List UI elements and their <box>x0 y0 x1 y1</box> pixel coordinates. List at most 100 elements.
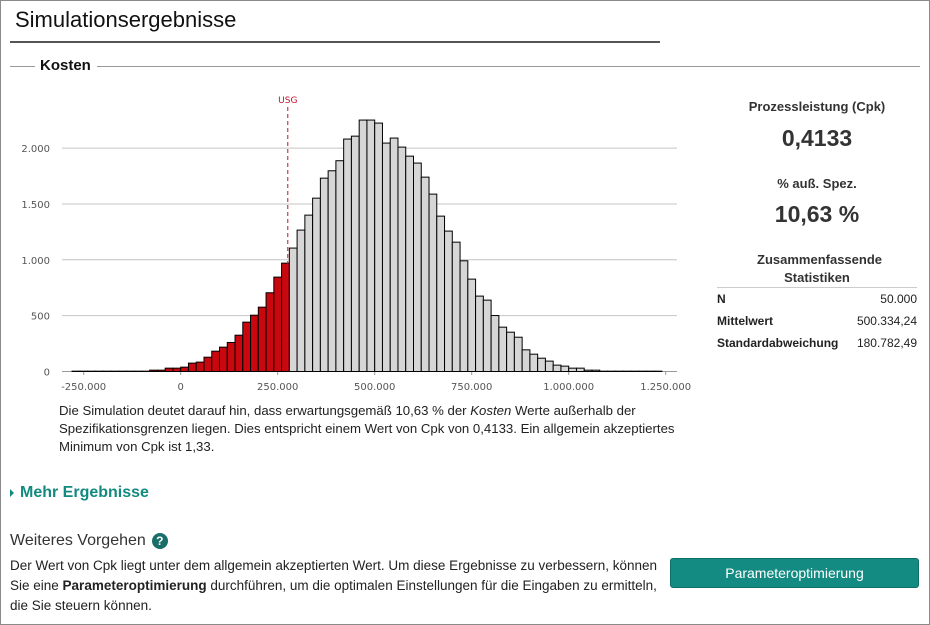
stats-row: N 50.000 <box>717 292 917 306</box>
histogram-bar <box>381 142 391 372</box>
section-divider-left <box>10 66 35 67</box>
histogram-bar <box>242 321 252 372</box>
cpk-value: 0,4133 <box>781 125 853 151</box>
x-tick-label: 750.000 <box>451 382 492 393</box>
stat-name: Standardabweichung <box>717 336 839 350</box>
histogram-bar <box>335 160 345 372</box>
histogram-bar <box>467 278 477 373</box>
histogram-bar <box>226 341 236 373</box>
x-tick-label: 1.000.000 <box>543 382 594 393</box>
histogram-bar <box>203 356 213 372</box>
out-of-spec-label: % auß. Spez. <box>777 176 857 191</box>
next-text-2: durchführen, um die optimalen Einstellun… <box>10 578 657 613</box>
cpk-label: Prozessleistung (Cpk) <box>748 99 886 114</box>
description-variable: Kosten <box>470 403 512 418</box>
histogram-bar <box>319 177 329 372</box>
y-tick-label: 500 <box>31 312 50 323</box>
histogram-bar <box>304 214 314 372</box>
stat-value: 500.334,24 <box>856 314 917 328</box>
stats-row: Mittelwert 500.334,24 <box>717 314 917 328</box>
section-title: Kosten <box>40 57 91 74</box>
histogram-bar <box>172 367 182 372</box>
histogram-bar <box>273 276 283 372</box>
histogram-bar <box>164 367 174 372</box>
title-divider <box>10 41 660 43</box>
description-text-end: Werte außerhalb der Spezifikationsgrenze… <box>59 403 675 454</box>
histogram-bar <box>529 353 539 372</box>
help-icon[interactable]: ? <box>151 533 168 549</box>
stats-divider <box>717 287 917 288</box>
histogram-bar <box>234 334 244 373</box>
histogram-bar <box>250 314 259 372</box>
x-tick-label: 500.000 <box>354 382 395 393</box>
next-text-1: Der Wert von Cpk liegt unter dem allgeme… <box>10 558 658 593</box>
x-tick-label: 0 <box>178 382 184 393</box>
histogram-bar <box>366 119 376 373</box>
histogram-bar <box>428 193 438 372</box>
caret-right-icon <box>10 489 14 497</box>
histogram-bar <box>475 295 484 373</box>
stat-name: Mittelwert <box>717 314 774 328</box>
histogram-bar <box>552 364 562 372</box>
histogram-bar <box>490 315 500 372</box>
y-tick-label: 2.000 <box>21 144 50 155</box>
next-steps-heading: Weiteres Vorgehen? <box>10 532 168 550</box>
section-divider-right <box>97 66 920 67</box>
x-tick-label: -250.000 <box>61 382 106 393</box>
histogram-bar <box>195 361 205 372</box>
histogram-bar <box>513 336 523 372</box>
next-steps-title: Weiteres Vorgehen <box>10 532 146 549</box>
histogram-bar <box>187 362 197 372</box>
stats-row: Standardabweichung 180.782,49 <box>717 336 917 350</box>
out-of-spec-value: 10,63 % <box>774 201 860 227</box>
histogram-bar <box>389 137 399 372</box>
page-title: Simulationsergebnisse <box>15 7 237 32</box>
y-tick-label: 0 <box>44 368 50 379</box>
histogram-bar <box>459 260 469 372</box>
summary-stats-title: Zusammenfassende Statistiken <box>757 252 882 285</box>
histogram-bar <box>350 135 360 372</box>
histogram-bar <box>420 176 430 372</box>
histogram-bar <box>296 229 306 372</box>
histogram-bar <box>436 215 446 372</box>
more-results-toggle[interactable]: Mehr Ergebnisse <box>10 484 149 502</box>
description-text: Die Simulation deutet darauf hin, dass e… <box>59 403 471 418</box>
histogram-bar <box>591 369 601 373</box>
parameter-optimization-button[interactable]: Parameteroptimierung <box>670 558 919 588</box>
histogram-bar <box>149 369 158 373</box>
stat-name: N <box>717 292 726 306</box>
stat-value: 50.000 <box>880 292 917 306</box>
next-steps-text: Der Wert von Cpk liegt unter dem allgeme… <box>10 556 660 616</box>
histogram-bar <box>506 331 515 373</box>
histogram-bar <box>544 360 554 373</box>
histogram-bar <box>156 369 166 373</box>
y-tick-label: 1.000 <box>21 256 50 267</box>
histogram-bar <box>312 197 321 372</box>
histogram-bar <box>219 346 228 373</box>
histogram-bar <box>568 367 577 372</box>
histogram-bar <box>575 367 585 372</box>
histogram-bar <box>413 162 422 372</box>
histogram-bar <box>583 369 593 373</box>
stat-value: 180.782,49 <box>856 336 917 350</box>
histogram-bar <box>288 247 298 372</box>
histogram-bar <box>405 155 414 372</box>
histogram-bar <box>498 326 508 372</box>
histogram-bar <box>482 299 492 372</box>
x-tick-label: 250.000 <box>257 382 298 393</box>
histogram-bar <box>257 306 267 372</box>
histogram-bar <box>560 365 570 372</box>
histogram-bar <box>180 366 189 373</box>
histogram-bar <box>444 230 453 372</box>
histogram-bar <box>521 349 531 372</box>
histogram-bar <box>451 241 461 372</box>
histogram-bar <box>327 170 337 372</box>
usg-label: USG <box>278 96 297 106</box>
next-text-bold: Parameteroptimierung <box>62 578 207 593</box>
histogram-bar <box>265 292 275 372</box>
x-tick-label: 1.250.000 <box>640 382 691 393</box>
histogram-bar <box>358 119 368 373</box>
y-tick-label: 1.500 <box>21 200 50 211</box>
histogram-bar <box>374 122 383 373</box>
histogram-bar <box>211 350 221 372</box>
